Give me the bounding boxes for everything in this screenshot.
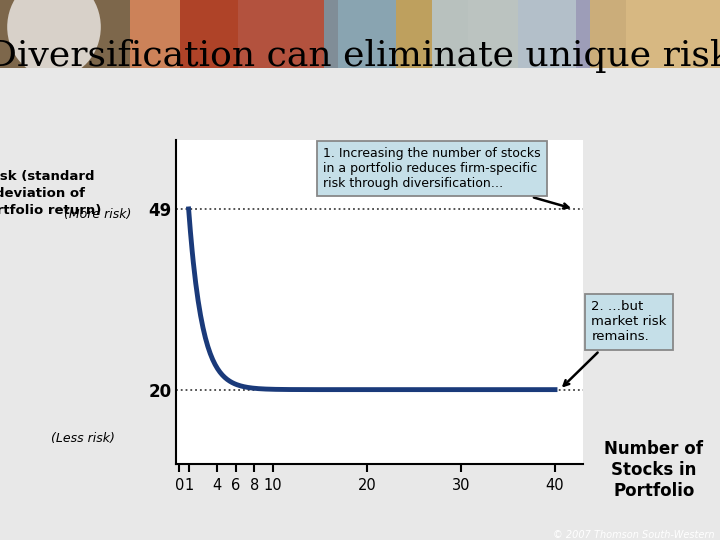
Text: 2. …but
market risk
remains.: 2. …but market risk remains.	[564, 300, 667, 386]
Bar	[130, 0, 238, 68]
Bar	[518, 0, 626, 68]
Bar	[432, 0, 576, 68]
Text: © 2007 Thomson South-Western: © 2007 Thomson South-Western	[553, 530, 714, 539]
Text: Number of
Stocks in
Portfolio: Number of Stocks in Portfolio	[604, 440, 703, 500]
Text: Diversification can eliminate unique risk: Diversification can eliminate unique ris…	[0, 39, 720, 73]
Text: 1. Increasing the number of stocks
in a portfolio reduces firm-specific
risk thr: 1. Increasing the number of stocks in a …	[323, 147, 569, 208]
Bar	[180, 0, 338, 68]
Ellipse shape	[7, 0, 101, 78]
Text: (Less risk): (Less risk)	[51, 432, 114, 445]
Text: Risk (standard
deviation of
portfolio return): Risk (standard deviation of portfolio re…	[0, 170, 102, 217]
Bar	[590, 0, 720, 68]
Bar	[396, 0, 576, 68]
Bar	[0, 0, 130, 68]
Text: (More risk): (More risk)	[63, 208, 131, 221]
Bar	[324, 0, 468, 68]
